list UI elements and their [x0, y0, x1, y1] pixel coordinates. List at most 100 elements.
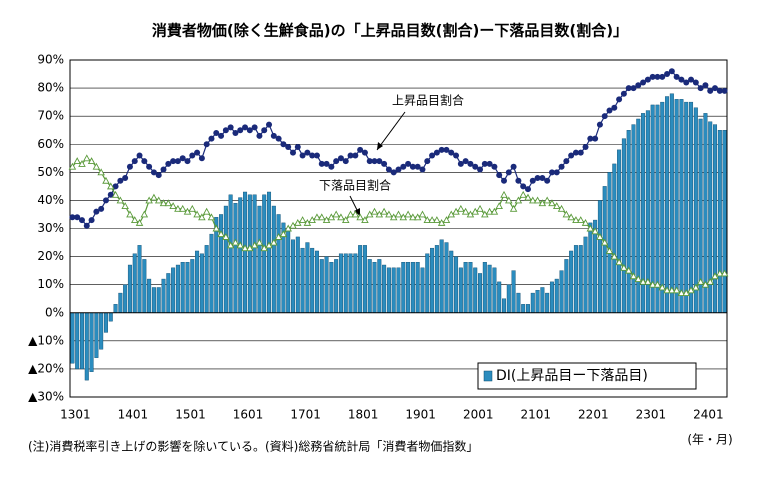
point — [404, 210, 412, 218]
point — [294, 144, 301, 151]
point — [462, 158, 469, 165]
bar — [621, 138, 626, 313]
point — [501, 177, 508, 184]
arrow-head — [354, 208, 360, 216]
bar — [353, 253, 358, 313]
point — [514, 196, 523, 204]
point — [92, 162, 101, 170]
point — [557, 204, 566, 212]
bar — [195, 250, 200, 313]
point — [87, 157, 96, 165]
point — [366, 158, 373, 165]
bar — [449, 250, 454, 313]
point — [486, 160, 493, 167]
point — [236, 241, 245, 249]
point — [510, 163, 517, 170]
point — [385, 210, 393, 218]
point — [639, 277, 647, 285]
bar — [113, 304, 118, 313]
point — [337, 213, 345, 221]
point — [654, 73, 661, 80]
bar — [573, 245, 578, 313]
point — [520, 183, 527, 190]
point — [605, 247, 614, 254]
legend-label: DI(上昇品目ー下落品目) — [496, 368, 648, 384]
bar — [233, 203, 238, 313]
point — [433, 149, 440, 156]
x-tick-label: 2101 — [521, 408, 552, 422]
point — [88, 217, 95, 224]
point — [370, 207, 379, 215]
point — [266, 121, 273, 128]
bar — [554, 278, 559, 313]
bar — [372, 262, 377, 313]
x-tick-label: 2301 — [636, 408, 667, 422]
y-tick-label: ▲30% — [28, 390, 64, 404]
point — [720, 269, 729, 277]
point — [400, 163, 407, 170]
bar — [597, 200, 602, 313]
point — [318, 213, 326, 221]
point — [347, 152, 354, 159]
bar — [473, 267, 478, 313]
bar — [151, 287, 156, 313]
point — [381, 160, 388, 167]
point — [457, 160, 464, 167]
bar — [84, 312, 89, 381]
point — [394, 210, 403, 218]
point — [672, 286, 681, 294]
point — [563, 158, 570, 165]
point — [116, 196, 125, 204]
bar — [454, 256, 459, 313]
point — [677, 289, 686, 297]
point — [261, 127, 268, 134]
point — [193, 210, 201, 218]
point — [485, 207, 494, 215]
point — [131, 158, 138, 165]
point — [634, 275, 643, 282]
bar — [324, 256, 329, 313]
point — [333, 158, 340, 165]
x-tick-label: 2401 — [693, 408, 724, 422]
point — [524, 193, 532, 201]
bar — [314, 250, 319, 313]
point — [97, 168, 105, 176]
point — [678, 76, 685, 83]
point — [649, 73, 656, 80]
legend-box — [477, 362, 697, 390]
point — [352, 152, 359, 159]
point — [467, 160, 474, 167]
bar — [89, 312, 94, 372]
point — [543, 196, 551, 204]
point — [428, 216, 436, 224]
point — [505, 196, 513, 204]
point — [107, 191, 114, 198]
bar — [583, 236, 588, 313]
point — [706, 277, 714, 285]
y-tick-label: ▲20% — [28, 361, 64, 375]
point — [346, 210, 355, 218]
bar — [377, 259, 382, 313]
bar — [180, 262, 185, 313]
point — [610, 252, 619, 260]
point — [418, 210, 427, 218]
point — [203, 141, 210, 148]
bar — [127, 264, 132, 313]
bar — [358, 245, 363, 313]
point — [146, 163, 153, 170]
point — [154, 196, 163, 204]
point — [126, 163, 133, 170]
point — [433, 216, 441, 224]
point — [188, 204, 197, 212]
bar — [420, 267, 425, 313]
point — [328, 163, 335, 170]
point — [596, 121, 603, 128]
bar — [219, 214, 224, 313]
point — [472, 163, 479, 170]
point — [572, 149, 579, 156]
point — [98, 205, 105, 212]
point — [702, 82, 709, 89]
point — [202, 207, 211, 215]
y-tick-label: 80% — [37, 81, 64, 95]
